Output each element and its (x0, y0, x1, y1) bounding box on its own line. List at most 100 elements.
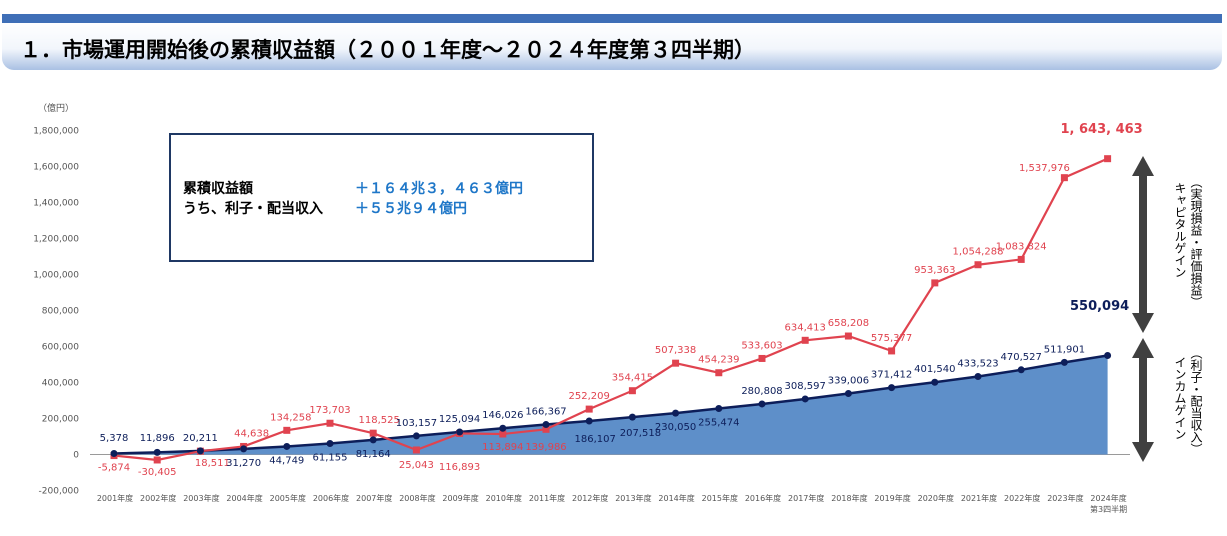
cumulative-data-label: 44,638 (234, 428, 269, 439)
income-data-label: 339,006 (828, 375, 869, 386)
cumulative-data-label: 1,054,288 (953, 247, 1004, 258)
y-tick-label: 200,000 (42, 415, 79, 425)
income-point (240, 445, 248, 453)
income-point (931, 378, 939, 386)
y-tick-label: 600,000 (42, 343, 79, 353)
y-tick-label: 1,200,000 (33, 235, 79, 245)
income-data-label: 470,527 (1001, 352, 1042, 363)
y-tick-label: 400,000 (42, 379, 79, 389)
income-data-label: 125,094 (439, 414, 480, 425)
cumulative-point (1060, 174, 1068, 182)
cumulative-data-label: 575,377 (871, 333, 912, 344)
x-tick-label: 2018年度 (831, 493, 867, 503)
income-point (369, 436, 377, 444)
cumulative-point (326, 419, 334, 427)
income-data-label: 5,378 (100, 433, 129, 444)
summary-box (169, 133, 594, 262)
cumulative-point (542, 425, 550, 433)
capital-gain-arrow (1132, 156, 1154, 333)
cumulative-point (499, 430, 507, 438)
cumulative-data-label: 113,894 (482, 442, 523, 453)
cumulative-data-label: 1,537,976 (1019, 163, 1070, 174)
income-point (499, 424, 507, 432)
income-area-layer (114, 355, 1108, 455)
income-point (542, 421, 550, 429)
cumulative-point (844, 332, 852, 340)
x-tick-label: 2010年度 (486, 493, 522, 503)
x-tick-label: 2016年度 (745, 493, 781, 503)
income-gain-arrow (1132, 338, 1154, 462)
capital-gain-sublabel: （実現損益・評価損益） (1189, 176, 1203, 308)
income-data-label: 166,367 (525, 407, 566, 418)
x-tick-label: 2006年度 (313, 493, 349, 503)
income-data-label: 371,412 (871, 370, 912, 381)
income-data-label: 511,901 (1044, 344, 1085, 355)
x-tick-label: 2004年度 (226, 493, 262, 503)
cumulative-data-label: 1,083,824 (996, 241, 1047, 252)
y-tick-label: 1,000,000 (33, 271, 79, 281)
x-tick-label: 2023年度 (1047, 493, 1083, 503)
cumulative-data-label: 634,413 (785, 322, 826, 333)
summary-value-income: ＋５５兆９４億円 (355, 200, 467, 217)
cumulative-data-label: 953,363 (914, 265, 955, 276)
summary-label-total: 累積収益額 (183, 180, 253, 197)
x-tick-label: 2015年度 (702, 493, 738, 503)
x-tick-label: 2024年度 (1090, 493, 1126, 503)
income-data-label: 20,211 (183, 433, 218, 444)
income-point (110, 450, 118, 458)
cumulative-data-label: 134,258 (270, 412, 311, 423)
income-data-label: 146,026 (482, 410, 523, 421)
income-point (412, 432, 420, 440)
y-tick-label: 0 (73, 451, 79, 461)
income-data-label: 103,157 (396, 418, 437, 429)
income-point (585, 417, 593, 425)
income-point (283, 442, 291, 450)
x-tick-label: 2011年度 (529, 493, 565, 503)
income-point (715, 405, 723, 413)
x-tick-label: 2012年度 (572, 493, 608, 503)
x-tick-label: 2019年度 (874, 493, 910, 503)
income-data-label: 550,094 (1070, 299, 1129, 314)
cumulative-data-label: -5,874 (98, 463, 130, 474)
cumulative-point (801, 336, 809, 344)
cumulative-point (931, 279, 939, 287)
cumulative-point (1017, 255, 1025, 263)
y-tick-label: 1,800,000 (33, 127, 79, 137)
x-tick-label: 2009年度 (442, 493, 478, 503)
cumulative-data-label: 1, 643, 463 (1060, 122, 1142, 137)
x-tick-label: 2008年度 (399, 493, 435, 503)
income-data-label: 207,518 (620, 428, 661, 439)
income-point (1017, 366, 1025, 374)
cumulative-point (153, 456, 161, 464)
income-point (801, 395, 809, 403)
income-data-label: 230,050 (655, 422, 696, 433)
cumulative-data-label: 454,239 (698, 355, 739, 366)
income-data-label: 401,540 (914, 364, 955, 375)
income-point (326, 439, 334, 447)
income-area (114, 355, 1108, 455)
x-tick-label: 2017年度 (788, 493, 824, 503)
income-point (758, 400, 766, 408)
x-tick-label: 2013年度 (615, 493, 651, 503)
income-data-label: 433,523 (957, 358, 998, 369)
cumulative-data-label: -30,405 (138, 467, 177, 478)
cumulative-data-label: 139,986 (525, 442, 566, 453)
income-point (1060, 358, 1068, 366)
series-markers-layer (110, 155, 1112, 464)
cumulative-data-label: 507,338 (655, 345, 696, 356)
y-tick-label: 1,400,000 (33, 199, 79, 209)
income-point (1104, 351, 1112, 359)
income-point (456, 428, 464, 436)
cumulative-point (715, 369, 723, 377)
income-point (974, 372, 982, 380)
income-point (196, 447, 204, 455)
income-point (628, 413, 636, 421)
x-tick-label: 2022年度 (1004, 493, 1040, 503)
income-point (888, 384, 896, 392)
cumulative-data-label: 118,525 (359, 415, 400, 426)
income-point (844, 389, 852, 397)
x-tick-label: 2003年度 (183, 493, 219, 503)
x-axis-labels: 2001年度 2002年度 2003年度 2004年度 2005年度 2006年度 2007… (97, 493, 1127, 514)
